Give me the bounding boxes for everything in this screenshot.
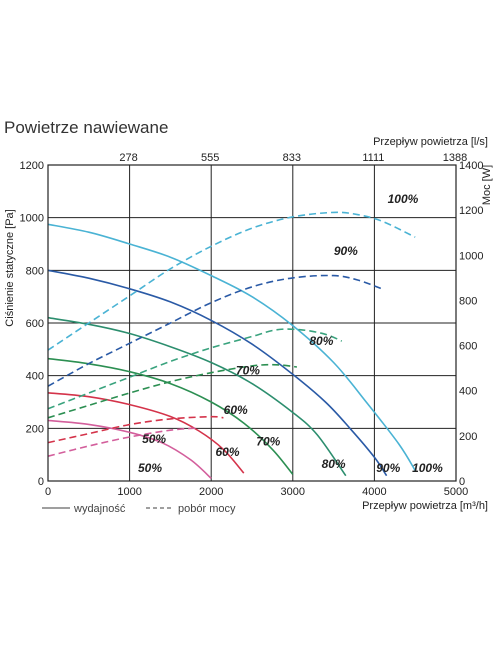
curve-labels: 100% 90% 80% 70% 60% 50% 50% 60% 70% 80% 90% 100%: [138, 192, 443, 475]
x2-tick-label: 278: [119, 152, 137, 164]
x-tick-label: 2000: [199, 486, 223, 498]
y-tick-label: 600: [26, 318, 44, 330]
curves: [47, 211, 416, 479]
curve-label: 80%: [309, 334, 333, 348]
x2-tick-label: 555: [201, 152, 219, 164]
y2-tick-label: 0: [459, 476, 465, 488]
series-line-60-flow: [47, 392, 245, 474]
x-axis-label: Przepływ powietrza [m³/h]: [362, 500, 488, 512]
y2-tick-label: 1000: [459, 250, 483, 262]
chart-title: Powietrze nawiewane: [4, 118, 169, 137]
y-tick-label: 800: [26, 265, 44, 277]
series-line-70-power: [47, 363, 297, 419]
legend: wydajność pobór mocy: [42, 503, 236, 515]
series-line-90-power: [47, 274, 383, 387]
y-tick-label: 400: [26, 371, 44, 383]
series-line-80-flow: [47, 316, 347, 477]
x2-axis-label: Przepływ powietrza [l/s]: [373, 136, 488, 148]
x-tick-label: 0: [45, 486, 51, 498]
x-tick-label: 3000: [281, 486, 305, 498]
legend-label-wydajnosc: wydajność: [73, 503, 126, 515]
curve-label: 50%: [138, 461, 162, 475]
y2-tick-label: 400: [459, 386, 477, 398]
y2-tick-label: 600: [459, 341, 477, 353]
curve-label: 90%: [334, 244, 358, 258]
curve-label: 100%: [388, 192, 419, 206]
x2-tick-label: 1111: [362, 152, 384, 164]
curve-label: 70%: [256, 435, 280, 449]
y2-tick-label: 1400: [459, 160, 483, 172]
y2-tick-label: 1200: [459, 205, 483, 217]
series-line-100-power: [47, 211, 416, 351]
y-tick-label: 0: [38, 476, 44, 488]
plot-border: [47, 164, 457, 482]
grid: [47, 164, 457, 482]
curve-label: 60%: [216, 445, 240, 459]
y-tick-label: 1200: [20, 160, 44, 172]
x-tick-label: 4000: [362, 486, 386, 498]
series-line-60-power: [47, 415, 224, 444]
series-line-70-flow: [47, 357, 294, 475]
curve-label: 90%: [376, 461, 400, 475]
curve-label: 70%: [236, 363, 260, 377]
y2-tick-label: 200: [459, 431, 477, 443]
plot-frame: [47, 164, 457, 482]
x2-tick-label: 1388: [443, 152, 467, 164]
y-axis-label: Ciśnienie statyczne [Pa]: [4, 209, 16, 326]
curve-label: 50%: [142, 432, 166, 446]
y2-axis-label: Moc [W]: [481, 165, 493, 205]
curve-label: 80%: [322, 457, 346, 471]
series-line-80-power: [47, 328, 343, 410]
x-tick-label: 5000: [444, 486, 468, 498]
series-line-90-flow: [47, 269, 388, 477]
curve-label: 60%: [224, 403, 248, 417]
curve-label: 100%: [412, 461, 443, 475]
y-tick-label: 200: [26, 423, 44, 435]
series-line-50-flow: [47, 419, 212, 479]
y2-tick-label: 800: [459, 295, 477, 307]
series-line-50-power: [47, 427, 200, 457]
x-tick-label: 1000: [117, 486, 141, 498]
series-line-100-flow: [47, 223, 416, 471]
x2-tick-label: 833: [283, 152, 301, 164]
legend-label-pobor-mocy: pobór mocy: [178, 503, 236, 515]
y-tick-label: 1000: [20, 213, 44, 225]
